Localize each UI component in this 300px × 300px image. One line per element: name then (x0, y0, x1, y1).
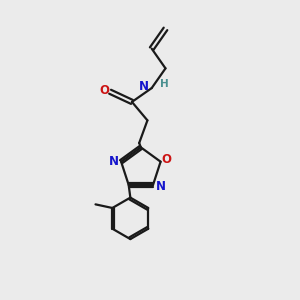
Text: H: H (160, 79, 169, 89)
Text: O: O (99, 84, 109, 97)
Text: O: O (162, 152, 172, 166)
Text: N: N (155, 180, 165, 193)
Text: N: N (139, 80, 149, 93)
Text: N: N (109, 155, 119, 168)
